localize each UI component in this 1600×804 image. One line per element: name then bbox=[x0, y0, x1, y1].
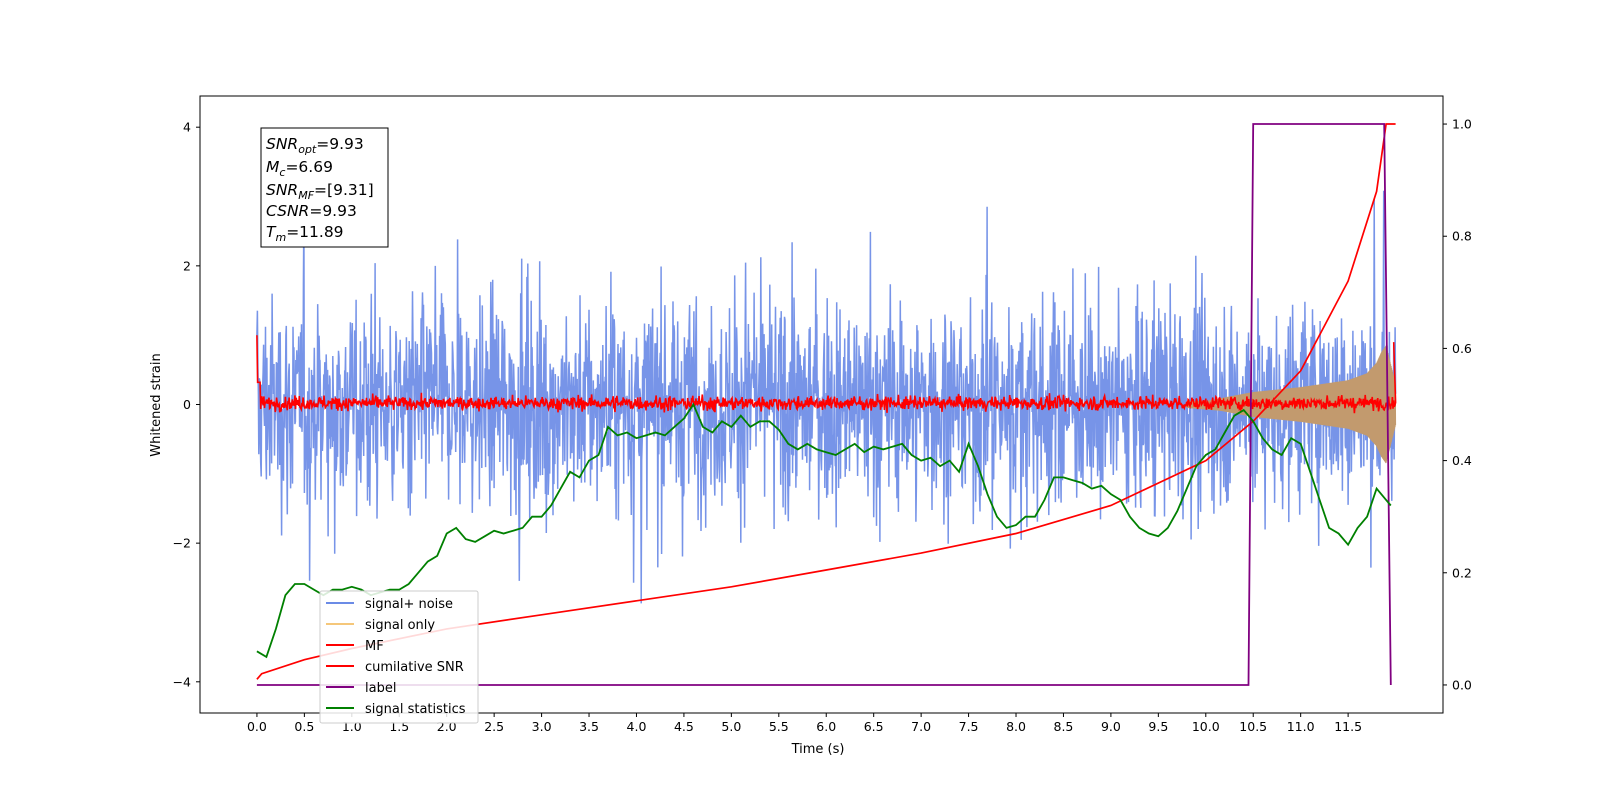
x-tick-label: 5.0 bbox=[721, 719, 741, 734]
x-tick-label: 9.5 bbox=[1148, 719, 1168, 734]
x-axis-label: Time (s) bbox=[791, 742, 845, 757]
y-tick-label: −2 bbox=[173, 536, 191, 551]
y2-tick-label: 0.8 bbox=[1452, 229, 1472, 244]
legend-item-cumilative-snr: cumilative SNR bbox=[326, 660, 464, 675]
x-tick-label: 8.0 bbox=[1006, 719, 1026, 734]
x-tick-label: 11.0 bbox=[1287, 719, 1315, 734]
legend: signal+ noise signal only MF cumilative … bbox=[319, 590, 479, 724]
y-tick-label: 2 bbox=[183, 258, 191, 273]
x-tick-label: 4.5 bbox=[674, 719, 694, 734]
svg-text:MF: MF bbox=[365, 639, 384, 654]
y2-tick-label: 0.2 bbox=[1452, 565, 1472, 580]
x-tick-label: 0.0 bbox=[247, 719, 267, 734]
y2-tick-label: 1.0 bbox=[1452, 117, 1472, 132]
x-tick-label: 8.5 bbox=[1054, 719, 1074, 734]
svg-text:signal statistics: signal statistics bbox=[365, 702, 466, 717]
y2-tick-label: 0.6 bbox=[1452, 341, 1472, 356]
mf-line bbox=[256, 335, 1397, 414]
signal-plus-noise-line bbox=[256, 190, 1397, 604]
legend-item-signal-only: signal only bbox=[326, 618, 435, 633]
annotation-snr-opt: SNRopt=9.93 bbox=[266, 135, 364, 156]
y-axis-right: 1.0 0.8 0.6 0.4 0.2 0.0 bbox=[1443, 117, 1472, 692]
x-tick-label: 4.0 bbox=[627, 719, 647, 734]
x-tick-label: 6.5 bbox=[864, 719, 884, 734]
annotation-snr-mf: SNRMF=[9.31] bbox=[266, 181, 374, 202]
y-tick-label: 4 bbox=[183, 120, 191, 135]
y-tick-label: 0 bbox=[183, 397, 191, 412]
legend-item-mf: MF bbox=[326, 639, 384, 654]
x-tick-label: 10.0 bbox=[1192, 719, 1220, 734]
legend-item-signal-statistics: signal statistics bbox=[326, 702, 466, 717]
y-tick-label: −4 bbox=[173, 674, 191, 689]
y-axis-left: 4 2 0 −2 −4 bbox=[173, 120, 200, 689]
annotation-mc: Mc=6.69 bbox=[266, 158, 333, 179]
x-tick-label: 7.0 bbox=[911, 719, 931, 734]
x-tick-label: 10.5 bbox=[1239, 719, 1267, 734]
svg-text:signal only: signal only bbox=[365, 618, 435, 633]
signal-statistics-line bbox=[256, 402, 1392, 659]
signal-only-line bbox=[1186, 345, 1397, 464]
y2-tick-label: 0.0 bbox=[1452, 677, 1472, 692]
annotation-box: SNRopt=9.93 Mc=6.69 SNRMF=[9.31] CSNR=9.… bbox=[260, 127, 389, 248]
legend-item-signal-noise: signal+ noise bbox=[326, 597, 453, 612]
svg-text:cumilative SNR: cumilative SNR bbox=[365, 660, 464, 675]
x-tick-label: 11.5 bbox=[1334, 719, 1362, 734]
x-tick-label: 2.5 bbox=[484, 719, 504, 734]
svg-text:label: label bbox=[365, 681, 396, 696]
x-tick-label: 3.0 bbox=[532, 719, 552, 734]
x-tick-label: 0.5 bbox=[294, 719, 314, 734]
y-axis-label: Whitened strain bbox=[149, 353, 164, 456]
x-tick-label: 9.0 bbox=[1101, 719, 1121, 734]
annotation-tm: Tm=11.89 bbox=[266, 223, 344, 244]
label-line bbox=[256, 123, 1392, 686]
legend-item-label: label bbox=[326, 681, 396, 696]
svg-text:signal+ noise: signal+ noise bbox=[365, 597, 453, 612]
y2-tick-label: 0.4 bbox=[1452, 453, 1472, 468]
x-tick-label: 6.0 bbox=[816, 719, 836, 734]
annotation-csnr: CSNR=9.93 bbox=[266, 202, 357, 220]
x-tick-label: 7.5 bbox=[959, 719, 979, 734]
x-tick-label: 5.5 bbox=[769, 719, 789, 734]
x-tick-label: 3.5 bbox=[579, 719, 599, 734]
